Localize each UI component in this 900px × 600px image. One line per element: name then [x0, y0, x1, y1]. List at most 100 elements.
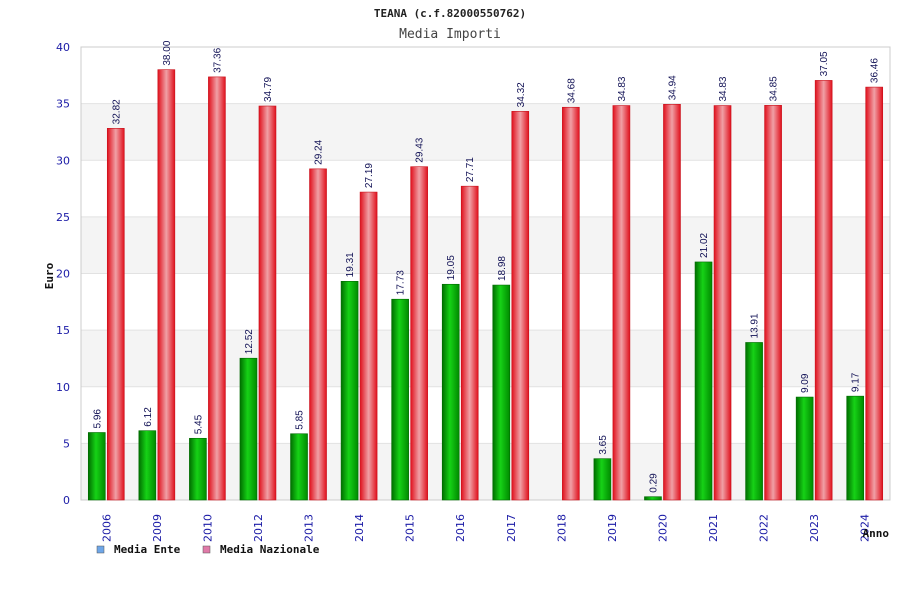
data-label: 34.94	[667, 75, 678, 100]
bar-media-ente	[846, 395, 865, 501]
y-axis-ticks: 0 5 10 15 20 25 30 35 40	[56, 41, 70, 507]
x-tick-label: 2016	[454, 514, 467, 542]
data-label: 34.83	[718, 76, 729, 101]
data-label: 12.52	[244, 329, 255, 354]
data-label: 34.85	[769, 76, 780, 101]
bar-media-nazionale	[309, 168, 327, 501]
data-label: 21.02	[699, 232, 710, 257]
bar-media-nazionale	[106, 128, 125, 501]
y-axis-title: Euro	[43, 262, 56, 289]
bar-media-ente	[87, 432, 106, 501]
bar-media-nazionale	[258, 105, 277, 501]
bar-media-ente	[391, 298, 409, 501]
data-label: 32.82	[111, 99, 122, 124]
bar-media-ente	[593, 458, 612, 501]
bar-media-nazionale	[764, 105, 782, 501]
data-label: 17.73	[396, 270, 407, 295]
data-label: 34.79	[263, 77, 274, 102]
bar-media-ente	[644, 496, 662, 501]
bars: 5.96 32.82 6.12 38.00 5.45 37.36 12.52 34.79 5.8…	[87, 40, 884, 501]
x-tick-label: 2015	[404, 514, 417, 542]
x-axis-ticks: 2006 2009 2010 2012 2013 2014 2015 2016 2017 2018…	[100, 514, 871, 542]
y-tick-label: 15	[56, 324, 70, 337]
bar-media-nazionale	[157, 69, 176, 501]
plot-border	[80, 46, 891, 501]
data-label: 9.17	[851, 372, 862, 392]
legend: Media Ente Media Nazionale	[96, 543, 320, 556]
x-tick-label: 2006	[100, 514, 113, 542]
chart-subtitle: Media Importi	[399, 27, 501, 42]
legend-swatch	[96, 545, 105, 554]
bar-media-nazionale	[612, 105, 631, 501]
data-label: 13.91	[750, 313, 761, 338]
x-tick-label: 2013	[303, 514, 316, 542]
x-tick-label: 2014	[353, 514, 366, 542]
y-tick-label: 35	[56, 98, 70, 111]
data-label: 29.24	[314, 139, 325, 164]
chart-title: TEANA (c.f.82000550762)	[374, 7, 526, 20]
bar-media-ente	[441, 283, 460, 501]
bar-media-nazionale	[511, 111, 530, 501]
data-label: 34.32	[516, 82, 527, 107]
bar-media-ente	[694, 261, 713, 501]
y-tick-label: 10	[56, 381, 70, 394]
bar-media-ente	[290, 433, 308, 501]
data-label: 0.29	[648, 473, 659, 493]
data-label: 19.31	[345, 252, 356, 277]
data-label: 6.12	[143, 407, 154, 427]
data-label: 38.00	[162, 40, 173, 65]
data-label: 18.98	[497, 256, 508, 281]
y-tick-label: 20	[56, 268, 70, 281]
bar-media-nazionale	[460, 185, 479, 501]
data-label: 34.68	[566, 78, 577, 103]
x-axis-title: Anno	[863, 527, 890, 540]
x-tick-label: 2020	[656, 514, 669, 542]
bar-media-nazionale	[359, 191, 378, 501]
data-label: 34.83	[617, 76, 628, 101]
data-label: 37.05	[819, 51, 830, 76]
bar-media-nazionale	[865, 86, 884, 501]
data-label: 27.71	[465, 157, 476, 182]
x-tick-label: 2009	[151, 514, 164, 542]
x-tick-label: 2017	[505, 514, 518, 542]
x-tick-label: 2024	[859, 514, 872, 542]
data-label: 5.45	[193, 414, 204, 434]
y-tick-label: 25	[56, 211, 70, 224]
data-label: 29.43	[415, 137, 426, 162]
data-label: 27.19	[364, 163, 375, 188]
x-tick-label: 2010	[201, 514, 214, 542]
data-label: 36.46	[870, 58, 881, 83]
bar-media-nazionale	[208, 76, 226, 501]
data-label: 5.85	[295, 410, 306, 430]
legend-label: Media Ente	[114, 543, 181, 556]
bar-media-nazionale	[663, 104, 681, 501]
data-label: 3.65	[598, 435, 609, 455]
bar-media-ente	[340, 281, 359, 501]
y-tick-label: 30	[56, 154, 70, 167]
x-tick-label: 2019	[606, 514, 619, 542]
bar-media-nazionale	[410, 166, 428, 501]
data-label: 19.05	[446, 255, 457, 280]
data-label: 37.36	[212, 47, 223, 72]
x-tick-label: 2022	[758, 514, 771, 542]
bar-media-ente	[745, 342, 763, 501]
bar-media-ente	[189, 437, 207, 501]
bar-media-nazionale	[562, 106, 580, 501]
y-tick-label: 0	[63, 494, 70, 507]
data-label: 9.09	[800, 373, 811, 393]
x-tick-label: 2021	[707, 514, 720, 542]
bar-media-ente	[492, 284, 511, 501]
y-tick-label: 40	[56, 41, 70, 54]
legend-swatch	[202, 545, 211, 554]
bar-media-nazionale	[814, 80, 833, 501]
data-label: 5.96	[92, 409, 103, 429]
y-tick-label: 5	[63, 437, 70, 450]
bar-media-ente	[138, 430, 157, 501]
x-tick-label: 2023	[808, 514, 821, 542]
bar-media-nazionale	[713, 105, 732, 501]
legend-label: Media Nazionale	[220, 543, 320, 556]
x-tick-label: 2012	[252, 514, 265, 542]
x-tick-label: 2018	[555, 514, 568, 542]
bar-media-ente	[795, 396, 814, 501]
